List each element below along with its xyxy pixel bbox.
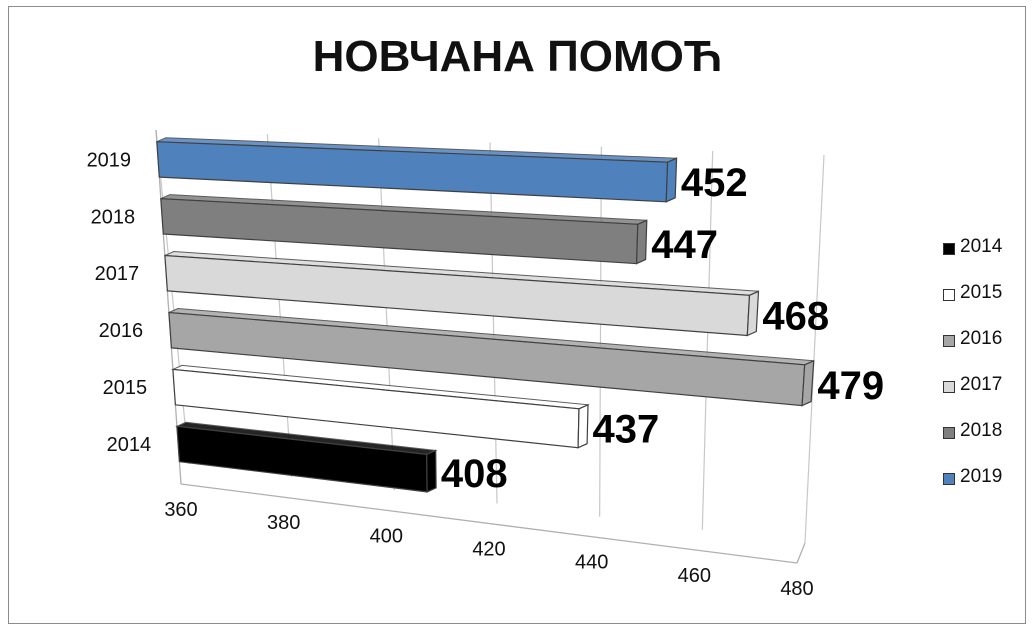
x-tick-label: 400 [370, 525, 403, 547]
bar-2015 [170, 364, 590, 449]
legend-swatch [943, 427, 955, 439]
legend-swatch [943, 473, 955, 485]
data-label: 447 [651, 223, 718, 267]
x-tick-label: 420 [472, 539, 505, 561]
legend-label: 2019 [960, 466, 1003, 487]
x-tick-label: 380 [267, 512, 300, 534]
x-tick-label: 460 [678, 565, 711, 587]
gridline [266, 134, 293, 478]
axis-line [796, 542, 806, 564]
data-label: 408 [441, 452, 508, 496]
bar-end-face [635, 219, 648, 265]
legend-label: 2016 [960, 328, 1003, 349]
data-label: 437 [593, 407, 660, 451]
data-label: 479 [817, 364, 884, 408]
legend-swatch [943, 289, 955, 301]
axis-line [155, 129, 182, 485]
legend-swatch [943, 243, 955, 255]
data-label: 468 [762, 294, 829, 338]
legend-label: 2015 [960, 282, 1003, 303]
bar-end-face [665, 157, 678, 203]
category-label: 2015 [103, 377, 148, 399]
legend-swatch [943, 381, 955, 393]
bar-end-face [426, 449, 437, 493]
chart-title: НОВЧАНА ПОМОЋ [312, 32, 723, 81]
x-tick-label: 480 [780, 578, 813, 600]
legend-label: 2018 [960, 420, 1003, 441]
axis-line [180, 483, 798, 564]
gridline [155, 129, 190, 465]
gridline [378, 138, 395, 491]
bar-2017 [164, 250, 760, 337]
category-label: 2014 [107, 434, 152, 456]
bar-end-face [577, 403, 589, 449]
legend-swatch [943, 335, 955, 347]
data-label: 452 [681, 161, 748, 205]
bar-2014 [175, 421, 438, 493]
category-label: 2016 [99, 320, 144, 342]
bar-2019 [156, 137, 678, 203]
bar-end-face [801, 359, 815, 407]
x-tick-label: 360 [164, 499, 197, 521]
gridline [804, 154, 825, 544]
legend-label: 2017 [960, 374, 1003, 395]
x-tick-label: 440 [575, 552, 608, 574]
category-label: 2017 [95, 263, 140, 285]
gridline [599, 146, 602, 517]
bar-2016 [168, 307, 815, 407]
category-label: 2019 [87, 149, 132, 171]
gridline [489, 142, 498, 504]
legend-label: 2014 [960, 236, 1003, 257]
bar-2018 [160, 194, 648, 265]
gridline [701, 150, 714, 530]
bar-end-face [746, 290, 760, 337]
category-label: 2018 [91, 206, 136, 228]
